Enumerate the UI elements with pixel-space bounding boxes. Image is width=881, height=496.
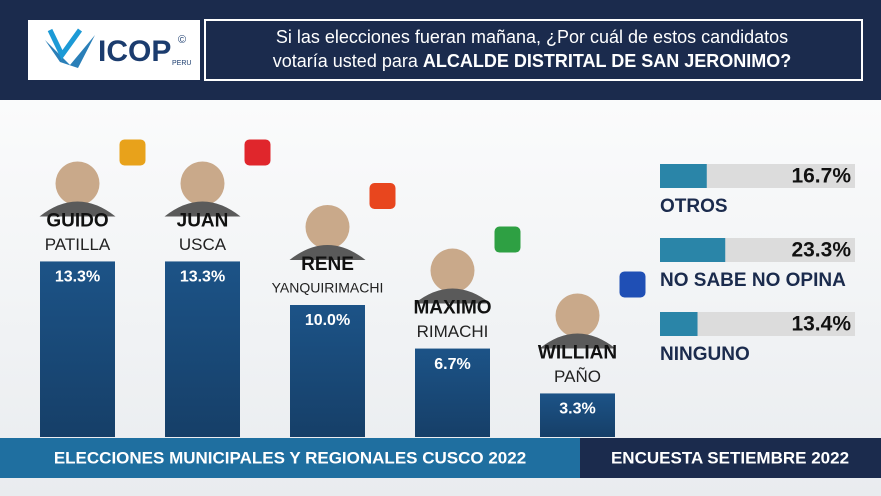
bar	[660, 238, 726, 262]
logo-icon	[47, 28, 83, 60]
value-label: 6.7%	[434, 356, 470, 373]
footer-left: ELECCIONES MUNICIPALES Y REGIONALES CUSC…	[54, 448, 526, 467]
party-logo	[119, 139, 146, 166]
candidate-photo	[305, 205, 350, 249]
title: votaría usted para ALCALDE DISTRITAL DE …	[273, 51, 791, 71]
candidate-photo	[55, 161, 100, 206]
candidate-photo	[414, 288, 491, 304]
candidate-photo	[430, 248, 475, 293]
bar	[165, 261, 240, 437]
party-logo	[619, 271, 646, 298]
bar	[660, 164, 707, 188]
candidate-photo	[164, 201, 241, 217]
candidate-photo	[180, 161, 225, 206]
other-chart: 16.7% OTROS 23.3% NO SABE NO OPINA 13.4% NING…	[660, 164, 855, 365]
title: Si las elecciones fueran mañana, ¿Por cu…	[276, 27, 788, 47]
candidate-last-name: RIMACHI	[417, 322, 489, 341]
logo-mark: ©	[178, 34, 186, 46]
logo-text: ICOP	[98, 35, 171, 68]
party-logo	[494, 226, 521, 253]
candidate-first-name: JUAN	[177, 210, 229, 231]
footer-right-band	[580, 438, 881, 478]
candidate-first-name: MAXIMO	[413, 298, 491, 319]
candidate-photo	[555, 293, 600, 338]
party-logo	[369, 183, 396, 209]
value-label: 13.4%	[791, 313, 851, 336]
candidate-last-name: PAÑO	[554, 367, 601, 386]
value-label: 23.3%	[791, 239, 851, 262]
bar	[40, 261, 115, 437]
logo-sub: PERU	[172, 60, 191, 67]
bar	[290, 305, 365, 437]
bar	[660, 312, 698, 336]
category-label: NO SABE NO OPINA	[660, 270, 846, 291]
logo-icon	[45, 35, 95, 68]
value-label: 13.3%	[55, 269, 100, 286]
candidate-photo	[539, 333, 616, 349]
bar	[540, 393, 615, 437]
bar	[415, 348, 490, 437]
candidate-last-name: PATILLA	[45, 235, 111, 254]
party-logo	[244, 139, 271, 166]
title: votaría usted para	[273, 51, 419, 71]
candidate-photo	[39, 201, 116, 217]
candidate-photo	[289, 245, 366, 260]
category-label: OTROS	[660, 196, 728, 217]
category-label: NINGUNO	[660, 344, 750, 365]
value-label: 16.7%	[791, 165, 851, 188]
candidate-first-name: WILLIAN	[538, 342, 617, 363]
title-box	[204, 19, 863, 81]
footer-left-band	[0, 438, 580, 478]
footer-right: ENCUESTA SETIEMBRE 2022	[611, 448, 849, 467]
title-emphasis: ALCALDE DISTRITAL DE SAN JERONIMO?	[423, 51, 791, 71]
value-label: 10.0%	[305, 312, 350, 329]
candidate-last-name: YANQUIRIMACHI	[272, 280, 384, 296]
value-label: 3.3%	[559, 401, 595, 418]
value-label: 13.3%	[180, 269, 225, 286]
candidate-first-name: GUIDO	[46, 210, 108, 231]
candidate-chart: GUIDO PATILLA 13.3% JUAN USCA 13.3% RENE YANQUI…	[39, 139, 646, 437]
logo-box	[28, 20, 200, 80]
candidate-first-name: RENE	[301, 254, 354, 275]
candidate-last-name: USCA	[179, 235, 227, 254]
